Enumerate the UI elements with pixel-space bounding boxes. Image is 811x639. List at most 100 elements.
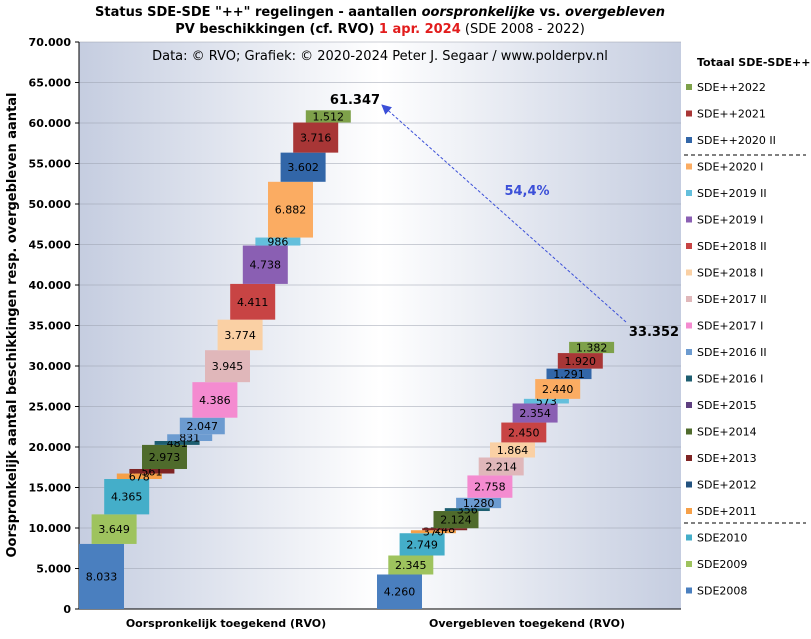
legend-swatch [686, 561, 692, 567]
bar-data-label: 3.602 [287, 161, 319, 174]
bar-data-label: 1.512 [313, 110, 345, 123]
bar-data-label: 2.124 [440, 514, 472, 527]
legend-item: SDE+2016 I [697, 373, 763, 386]
bar-segment [192, 382, 238, 418]
bar-segment [255, 237, 301, 246]
bar-segment [116, 473, 162, 480]
bar-segment [388, 555, 434, 575]
bar-data-label: 4.411 [237, 296, 269, 309]
bar-segment [230, 283, 276, 320]
legend-swatch [686, 455, 692, 461]
bar-segment [501, 422, 547, 443]
legend-swatch [686, 349, 692, 355]
bar-data-label: 1.382 [576, 341, 608, 354]
bar-segment [104, 479, 150, 515]
bars: 8.0333.6494.3656785612.9734818312.0474.3… [79, 93, 679, 609]
bar-segment [456, 497, 502, 509]
bar-data-label: 2.450 [508, 426, 540, 439]
bar-segment [410, 530, 456, 534]
legend-item: SDE+2020 I [697, 161, 763, 174]
y-tick-label: 50.000 [29, 198, 72, 211]
bar-segment [467, 475, 513, 498]
bar-data-label: 6.882 [275, 204, 307, 217]
total-label: 33.352 [629, 325, 679, 340]
category-label-original: Oorspronkelijk toegekend (RVO) [126, 617, 326, 630]
bar-segment [79, 543, 124, 609]
legend-item: SDE2008 [697, 585, 747, 598]
legend-item: SDE+2019 I [697, 214, 763, 227]
y-tick-label: 5.000 [36, 563, 71, 576]
y-tick-label: 65.000 [29, 77, 72, 90]
bar-segment [399, 533, 445, 556]
bar-data-label: 4.738 [250, 259, 282, 272]
legend-swatch [686, 163, 692, 170]
bar-segment [377, 574, 422, 609]
bar-segment [523, 398, 569, 404]
bar-data-label: 2.749 [406, 538, 438, 551]
bar-data-label: 3.716 [300, 132, 332, 145]
legend-item: SDE+2018 II [697, 240, 767, 253]
total-label: 61.347 [330, 93, 380, 108]
bar-segment [444, 508, 490, 512]
bar-data-label: 1.280 [463, 497, 495, 510]
bar-data-label: 3.649 [98, 523, 130, 536]
bar-data-label: 8.033 [86, 570, 118, 583]
bar-segment [242, 245, 288, 284]
y-tick-labels: 0 5.000 10.000 15.000 20.000 25.000 30.000 35.0… [29, 36, 72, 616]
legend-swatch [686, 534, 692, 541]
bar-data-label: 3.945 [212, 360, 244, 373]
legend-swatch [686, 322, 692, 329]
bar-data-label: 2.354 [519, 407, 551, 420]
bar-segment [557, 353, 603, 369]
bar-data-label: 2.214 [485, 460, 517, 473]
bar-data-label: 2.047 [187, 420, 219, 433]
legend-swatch [686, 296, 692, 302]
bar-segment [167, 434, 213, 442]
bar-segment [91, 514, 137, 544]
legend-item: SDE++2021 [697, 108, 766, 121]
bar-data-label: 4.260 [384, 586, 416, 599]
bar-data-label: 4.365 [111, 491, 143, 504]
legend-item: SDE2009 [697, 558, 747, 571]
bar-data-label: 2.973 [149, 451, 181, 464]
legend-swatch [686, 243, 692, 249]
legend-item: SDE++2020 II [697, 134, 776, 147]
bar-data-label: 831 [179, 432, 200, 445]
y-axis-label: Oorspronkelijk aantal beschikkingen resp… [5, 92, 20, 557]
legend-item: SDE+2017 I [697, 320, 763, 333]
legend-swatch [686, 216, 692, 223]
legend-swatch [686, 402, 692, 408]
legend-swatch [686, 587, 692, 594]
bar-segment [535, 379, 581, 399]
legend-item: SDE+2011 [697, 505, 757, 518]
legend-item: SDE+2018 I [697, 267, 763, 280]
bar-segment [205, 350, 250, 383]
y-tick-label: 70.000 [29, 36, 72, 49]
bar-data-label: 2.345 [395, 559, 427, 572]
bar-segment [490, 442, 535, 458]
legend-item: SDE+2016 II [697, 346, 767, 359]
ratio-label: 54,4% [504, 184, 549, 199]
bar-segment [268, 181, 313, 238]
legend: SDE++2022 SDE++2021 SDE++2020 II SDE+2020 I… [686, 81, 776, 598]
y-tick-label: 15.000 [29, 482, 72, 495]
legend-item: SDE2010 [697, 532, 747, 545]
bar-data-label: 986 [267, 236, 288, 249]
y-tick-label: 25.000 [29, 401, 72, 414]
legend-swatch [686, 481, 692, 488]
legend-swatch [686, 190, 692, 196]
bar-segment [280, 152, 326, 182]
legend-swatch [686, 269, 692, 276]
legend-swatch [686, 110, 692, 117]
bar-segment [422, 528, 468, 531]
y-tick-label: 35.000 [29, 320, 72, 333]
y-tick-label: 60.000 [29, 117, 72, 130]
legend-item: SDE+2017 II [697, 293, 767, 306]
legend-item: SDE+2015 [697, 399, 757, 412]
legend-swatch [686, 375, 692, 382]
legend-title: Totaal SDE-SDE++ [697, 56, 810, 69]
bar-segment [512, 403, 558, 423]
legend-item: SDE++2022 [697, 81, 766, 94]
legend-item: SDE+2013 [697, 452, 757, 465]
